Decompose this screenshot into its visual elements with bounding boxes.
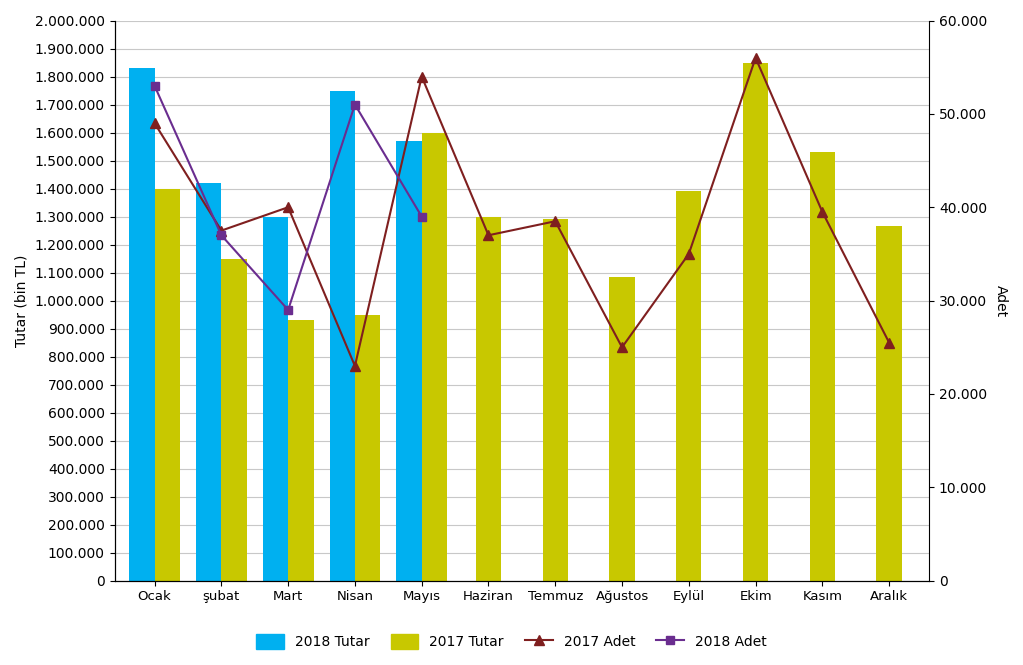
Y-axis label: Adet: Adet [994,285,1008,317]
2017 Adet [282,203,295,211]
2018 Adet [415,213,428,221]
Bar [154,189,180,581]
Bar [542,219,568,581]
2017 Adet [616,343,628,351]
2017 Adet [682,250,695,258]
2017 Adet [415,72,428,80]
2017 Adet [883,338,895,346]
2017 Adet [549,217,562,225]
Line: 2018 Adet: 2018 Adet [150,82,426,314]
2017 Adet [750,54,762,62]
2017 Adet [482,231,494,239]
2018 Adet [282,306,295,314]
Bar [743,63,768,581]
Bar [329,90,355,581]
Bar [355,315,381,581]
Y-axis label: Tutar (bin TL): Tutar (bin TL) [15,255,29,347]
2017 Adet [816,208,829,216]
Line: 2017 Adet: 2017 Adet [149,53,894,371]
2018 Adet [148,82,161,90]
2017 Adet [148,119,161,127]
2017 Adet [349,362,361,370]
Bar [809,152,835,581]
Bar [129,68,154,581]
Bar [221,259,247,581]
Bar [288,321,313,581]
Bar [877,226,902,581]
Bar [676,192,702,581]
2017 Adet [215,227,227,235]
Bar [396,141,421,581]
2018 Adet [215,231,227,239]
2018 Adet [349,100,361,108]
Bar [263,217,288,581]
Legend: 2018 Tutar, 2017 Tutar, 2017 Adet, 2018 Adet: 2018 Tutar, 2017 Tutar, 2017 Adet, 2018 … [251,629,772,655]
Bar [610,277,634,581]
Bar [476,217,501,581]
Bar [421,132,447,581]
Bar [196,183,221,581]
